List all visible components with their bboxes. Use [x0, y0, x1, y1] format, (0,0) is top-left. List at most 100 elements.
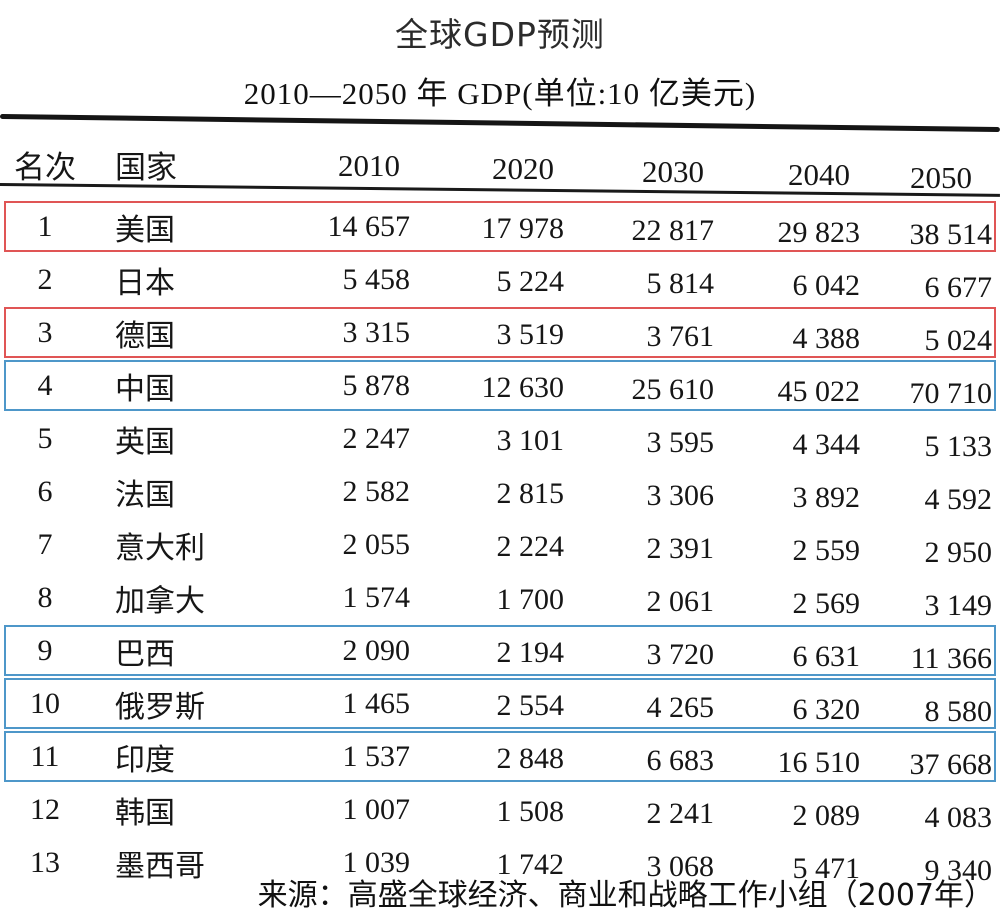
value-cell: 3 595: [646, 425, 715, 459]
value-cell: 9 340: [924, 853, 993, 887]
rank-cell: 7: [37, 527, 53, 561]
value-cell: 37 668: [909, 747, 993, 781]
source-note: 来源：高盛全球经济、商业和战略工作小组（2007年）: [257, 878, 994, 913]
value-cell: 5 024: [924, 323, 993, 357]
value-cell: 2 848: [496, 741, 565, 775]
value-cell: 1 039: [342, 845, 411, 879]
value-cell: 2 061: [646, 584, 715, 618]
value-cell: 2 241: [646, 796, 715, 830]
value-cell: 5 814: [646, 266, 715, 300]
rank-cell: 5: [37, 421, 53, 455]
value-cell: 2 089: [792, 798, 861, 832]
column-header-2040: 2040: [788, 157, 850, 192]
country-cell: 日本: [115, 266, 175, 300]
country-cell: 法国: [115, 478, 175, 512]
column-header-2030: 2030: [642, 154, 704, 189]
value-cell: 25 610: [631, 372, 715, 406]
value-cell: 70 710: [909, 376, 993, 410]
chart-title: 全球GDP预测: [395, 15, 605, 54]
table-row: 7 意大利 2 055 2 224 2 391 2 559 2 950: [0, 518, 1000, 571]
value-cell: 6 320: [792, 692, 861, 726]
value-cell: 2 247: [342, 421, 411, 455]
table-row: 11 印度 1 537 2 848 6 683 16 510 37 668: [0, 730, 1000, 783]
table-row: 8 加拿大 1 574 1 700 2 061 2 569 3 149: [0, 571, 1000, 624]
table-body: 1 美国 14 657 17 978 22 817 29 823 38 514 …: [0, 200, 1000, 889]
value-cell: 5 133: [924, 429, 993, 463]
value-cell: 38 514: [909, 217, 993, 251]
value-cell: 4 083: [924, 800, 993, 834]
table-row: 2 日本 5 458 5 224 5 814 6 042 6 677: [0, 253, 1000, 306]
table-row: 10 俄罗斯 1 465 2 554 4 265 6 320 8 580: [0, 677, 1000, 730]
rank-cell: 1: [37, 209, 53, 243]
value-cell: 6 631: [792, 639, 861, 673]
table-row: 12 韩国 1 007 1 508 2 241 2 089 4 083: [0, 783, 1000, 836]
rank-cell: 4: [37, 368, 53, 402]
value-cell: 6 683: [646, 743, 715, 777]
country-cell: 中国: [115, 372, 175, 406]
column-header-2050: 2050: [910, 160, 972, 195]
table-row: 13 墨西哥 1 039 1 742 3 068 5 471 9 340: [0, 836, 1000, 889]
value-cell: 3 761: [646, 319, 715, 353]
value-cell: 3 149: [924, 588, 993, 622]
value-cell: 16 510: [777, 745, 861, 779]
value-cell: 3 068: [646, 849, 715, 883]
table-header-row: 名次 国家 2010 2020 2030 2040 2050: [0, 128, 1000, 200]
rank-cell: 2: [37, 262, 53, 296]
value-cell: 45 022: [777, 374, 861, 408]
value-cell: 2 582: [342, 474, 411, 508]
value-cell: 3 315: [342, 315, 411, 349]
rank-cell: 6: [37, 474, 53, 508]
value-cell: 2 559: [792, 533, 861, 567]
value-cell: 4 592: [924, 482, 993, 516]
country-cell: 英国: [115, 425, 175, 459]
gdp-forecast-table: 名次 国家 2010 2020 2030 2040 2050 1 美国 14 6…: [0, 128, 1000, 889]
rank-cell: 9: [37, 633, 53, 667]
column-header-rank: 名次: [14, 149, 76, 185]
country-cell: 意大利: [115, 531, 205, 565]
country-cell: 加拿大: [115, 584, 205, 618]
country-cell: 巴西: [115, 637, 175, 671]
country-cell: 美国: [115, 213, 175, 247]
value-cell: 22 817: [631, 213, 715, 247]
value-cell: 1 465: [342, 686, 411, 720]
rank-cell: 12: [30, 792, 60, 826]
value-cell: 17 978: [481, 211, 565, 245]
value-cell: 3 519: [496, 317, 565, 351]
table-row: 1 美国 14 657 17 978 22 817 29 823 38 514: [0, 200, 1000, 253]
value-cell: 4 265: [646, 690, 715, 724]
value-cell: 4 388: [792, 321, 861, 355]
country-cell: 德国: [115, 319, 175, 353]
value-cell: 5 224: [496, 264, 565, 298]
value-cell: 3 306: [646, 478, 715, 512]
rank-cell: 11: [30, 739, 60, 773]
value-cell: 1 574: [342, 580, 411, 614]
value-cell: 5 471: [792, 851, 861, 885]
value-cell: 4 344: [792, 427, 861, 461]
value-cell: 2 815: [496, 476, 565, 510]
value-cell: 2 554: [496, 688, 565, 722]
rank-cell: 13: [30, 845, 60, 879]
table-row: 5 英国 2 247 3 101 3 595 4 344 5 133: [0, 412, 1000, 465]
value-cell: 6 677: [924, 270, 993, 304]
column-header-2020: 2020: [492, 151, 554, 186]
rank-cell: 3: [37, 315, 53, 349]
value-cell: 3 101: [496, 423, 565, 457]
value-cell: 2 950: [924, 535, 993, 569]
value-cell: 6 042: [792, 268, 861, 302]
table-row: 9 巴西 2 090 2 194 3 720 6 631 11 366: [0, 624, 1000, 677]
value-cell: 2 090: [342, 633, 411, 667]
table-row: 6 法国 2 582 2 815 3 306 3 892 4 592: [0, 465, 1000, 518]
value-cell: 11 366: [910, 641, 992, 675]
value-cell: 2 224: [496, 529, 565, 563]
value-cell: 1 508: [496, 794, 565, 828]
table-row: 4 中国 5 878 12 630 25 610 45 022 70 710: [0, 359, 1000, 412]
table-row: 3 德国 3 315 3 519 3 761 4 388 5 024: [0, 306, 1000, 359]
value-cell: 2 194: [496, 635, 565, 669]
table-caption: 2010—2050 年 GDP(单位:10 亿美元): [243, 76, 757, 111]
value-cell: 3 892: [792, 480, 861, 514]
value-cell: 8 580: [924, 694, 993, 728]
value-cell: 1 007: [342, 792, 411, 826]
column-header-2010: 2010: [338, 148, 400, 183]
value-cell: 2 055: [342, 527, 411, 561]
value-cell: 5 458: [342, 262, 411, 296]
